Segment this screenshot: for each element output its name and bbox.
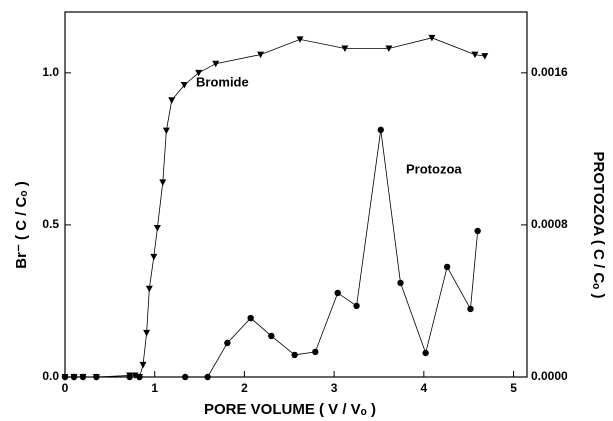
point: [467, 305, 474, 313]
point: [150, 253, 158, 261]
x-tick-label: 3: [331, 381, 338, 395]
point: [139, 361, 147, 369]
point: [443, 263, 451, 271]
point: [334, 289, 341, 297]
point: [212, 60, 220, 68]
point: [474, 227, 481, 235]
y-tick-label: 1.0: [42, 65, 59, 79]
x-tick-label: 4: [420, 381, 427, 395]
point: [136, 373, 143, 381]
annotation: Bromide: [196, 74, 249, 89]
point: [247, 314, 254, 322]
point: [168, 97, 176, 104]
point: [204, 373, 211, 381]
point: [268, 332, 275, 340]
y-tick-label: 0.0: [42, 369, 59, 383]
x-axis-label: PORE VOLUME ( V / Vₒ ): [204, 401, 376, 418]
point: [159, 179, 167, 186]
point: [312, 348, 319, 356]
point: [145, 285, 153, 293]
point: [385, 45, 393, 52]
point: [180, 82, 188, 89]
series-line: [65, 37, 485, 378]
point: [397, 279, 404, 287]
y2-axis-label: PROTOZOA ( C / Cₒ ): [590, 152, 607, 299]
annotation: Protozoa: [406, 161, 462, 176]
point: [341, 45, 349, 52]
y2-tick-label: 0.0000: [531, 369, 568, 383]
point: [471, 51, 479, 59]
point: [126, 373, 133, 381]
point: [291, 351, 298, 359]
x-tick-label: 0: [62, 381, 69, 395]
point: [153, 224, 161, 232]
plot-frame: [64, 11, 528, 378]
y-tick-label: 0.5: [42, 217, 59, 231]
y2-tick-label: 0.0016: [531, 65, 568, 79]
x-tick-label: 1: [151, 381, 158, 395]
x-tick-label: 5: [510, 381, 517, 395]
point: [377, 126, 384, 134]
y-axis-label: Br⁻ ( C / Cₒ ): [13, 181, 30, 268]
point: [224, 339, 231, 347]
point: [422, 349, 429, 357]
point: [353, 302, 360, 310]
point: [93, 373, 100, 381]
point: [61, 373, 69, 381]
x-tick-label: 2: [241, 381, 248, 395]
point: [143, 329, 151, 337]
point: [195, 69, 203, 77]
point: [79, 373, 87, 381]
point: [257, 51, 265, 59]
point: [428, 34, 436, 42]
point: [481, 53, 489, 60]
point: [296, 36, 304, 43]
point: [162, 127, 170, 135]
point: [70, 373, 78, 381]
point: [182, 373, 189, 381]
y2-tick-label: 0.0008: [531, 217, 568, 231]
